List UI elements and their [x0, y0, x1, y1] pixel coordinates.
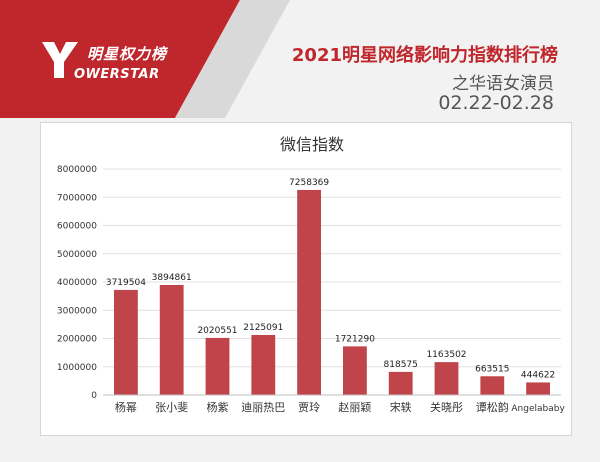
x-tick-label: 赵丽颖: [338, 400, 371, 414]
y-tick-label: 7000000: [57, 193, 97, 203]
page-subtitle: 之华语女演员: [452, 74, 554, 94]
x-tick-label: 迪丽热巴: [241, 401, 285, 414]
page-title: 2021明星网络影响力指数排行榜: [291, 45, 558, 66]
data-label: 818575: [384, 360, 418, 370]
y-tick-label: 3000000: [57, 306, 97, 316]
data-label: 3719504: [106, 278, 146, 288]
x-tick-label: 贾玲: [298, 401, 320, 414]
data-label: 1163502: [426, 350, 466, 360]
x-tick-label: 谭松韵: [476, 400, 509, 414]
bar: [159, 284, 184, 395]
bar: [113, 289, 138, 395]
data-label: 444622: [521, 370, 555, 380]
y-tick-label: 5000000: [57, 250, 97, 260]
header-grey-shape: [175, 0, 290, 118]
chart-card: 微信指数 0 1000000 2000000 3000000 4000000 5000000…: [40, 122, 572, 436]
bar: [342, 346, 367, 395]
y-tick-label: 1000000: [57, 363, 97, 373]
bar: [388, 371, 413, 395]
x-tick-label: 张小斐: [155, 401, 188, 414]
chart-title: 微信指数: [280, 135, 344, 154]
logo-y-icon: [42, 42, 78, 78]
bar: [434, 362, 459, 395]
y-tick-label: 8000000: [57, 165, 97, 175]
logo-chinese-text: 明星权力榜: [87, 45, 168, 63]
data-label: 2020551: [197, 326, 237, 336]
data-label: 3894861: [152, 273, 192, 283]
header-red-shape: [0, 0, 240, 118]
logo-english-text: OWERSTAR: [74, 67, 160, 82]
y-tick-label: 6000000: [57, 222, 97, 232]
x-tick-label: 杨紫: [207, 400, 229, 414]
header-background: [0, 0, 290, 118]
bar-chart: 微信指数 0 1000000 2000000 3000000 4000000 5000000…: [57, 135, 566, 414]
x-tick-label: 杨幂: [115, 400, 137, 414]
bar: [205, 337, 230, 395]
x-tick-label: 关晓彤: [430, 400, 463, 414]
x-tick-label: Angelababy: [511, 404, 565, 414]
y-tick-label: 4000000: [57, 278, 97, 288]
data-label: 7258369: [289, 178, 329, 188]
bar: [251, 334, 276, 395]
bar: [526, 382, 551, 395]
x-tick-label: 宋轶: [390, 400, 412, 414]
bar: [480, 376, 505, 395]
date-range: 02.22-02.28: [438, 92, 554, 114]
y-tick-label: 2000000: [57, 335, 97, 345]
data-label: 663515: [475, 364, 509, 374]
powerstar-logo: 明星权力榜 OWERSTAR: [40, 28, 200, 88]
bar: [297, 189, 322, 395]
data-label: 1721290: [335, 334, 375, 344]
y-tick-label: 0: [91, 391, 97, 401]
data-label: 2125091: [243, 323, 283, 333]
